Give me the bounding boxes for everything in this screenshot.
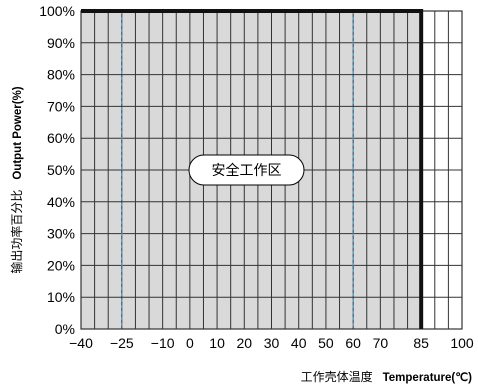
x-tick-label: 85 [413, 335, 429, 351]
x-tick-label: 50 [318, 335, 334, 351]
x-axis-label-en: Temperature(℃) [383, 371, 473, 384]
derating-curve-line [81, 9, 424, 329]
x-tick-label: 60 [345, 335, 361, 351]
safe-zone-annotation: 安全工作区 [188, 154, 305, 186]
y-tick-label: 80% [47, 67, 75, 83]
x-tick-label: 20 [236, 335, 252, 351]
x-tick-label: −10 [151, 335, 175, 351]
tick-labels: −40 −25 −10 0 10 20 30 40 50 60 70 85 100 0% 10% 20% 30%… [39, 3, 474, 351]
y-tick-label: 50% [47, 162, 75, 178]
y-tick-label: 100% [39, 3, 75, 19]
safe-zone-annotation-box [188, 154, 305, 186]
safe-zone-annotation-text: 安全工作区 [212, 162, 282, 179]
x-tick-label: −25 [110, 335, 134, 351]
x-axis-label: 工作壳体温度 Temperature(℃) [301, 368, 473, 385]
y-tick-label: 30% [47, 226, 75, 242]
x-axis-label-cn: 工作壳体温度 [301, 369, 373, 384]
y-axis-label-cn: 输出功率百分比 [9, 190, 24, 274]
x-tick-label: 70 [373, 335, 389, 351]
x-tick-label: 10 [209, 335, 225, 351]
y-tick-label: 10% [47, 289, 75, 305]
y-tick-label: 40% [47, 194, 75, 210]
x-tick-label: 40 [291, 335, 307, 351]
y-axis-label-en: Output Power(%) [12, 86, 24, 179]
x-tick-label: 0 [186, 335, 194, 351]
y-tick-label: 90% [47, 35, 75, 51]
y-axis-label: 输出功率百分比 Output Power(%) [8, 86, 25, 273]
x-tick-label: 30 [264, 335, 280, 351]
y-tick-label: 20% [47, 257, 75, 273]
x-tick-label: 100 [450, 335, 474, 351]
y-tick-label: 60% [47, 130, 75, 146]
y-tick-label: 70% [47, 98, 75, 114]
x-tick-label: −40 [69, 335, 93, 351]
y-tick-label: 0% [55, 321, 75, 337]
